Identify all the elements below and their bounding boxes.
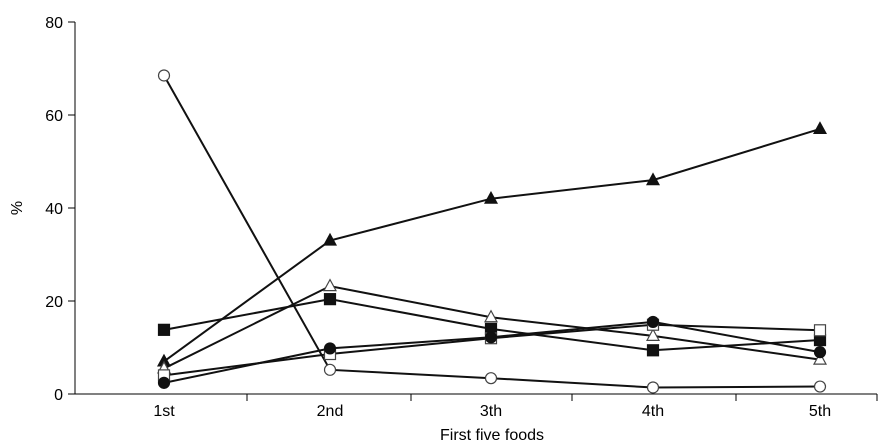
data-point (483, 309, 499, 323)
y-ticks: 0 20 40 60 80 (45, 15, 75, 404)
markers-filled-triangle (156, 121, 828, 367)
series-group (156, 69, 828, 394)
y-axis-title: % (9, 201, 26, 215)
x-ticks: 1st 2nd 3th 4th 5th (153, 394, 878, 420)
y-tick-label: 0 (54, 387, 63, 404)
data-point (323, 342, 337, 355)
x-tick-label: 5th (809, 403, 831, 420)
data-point (484, 372, 498, 385)
markers-open-circle (157, 69, 827, 394)
markers-filled-circle (157, 315, 827, 389)
data-point (157, 376, 171, 389)
data-point (157, 69, 171, 82)
data-point (646, 344, 660, 357)
data-point (322, 278, 338, 292)
data-point (813, 380, 827, 393)
data-point (645, 328, 661, 341)
y-tick-label: 80 (45, 15, 63, 32)
y-tick-label: 60 (45, 108, 63, 125)
data-point (323, 363, 337, 376)
data-point (813, 346, 827, 359)
data-point (323, 293, 337, 306)
data-point (813, 324, 827, 337)
x-tick-label: 1st (153, 403, 175, 420)
data-point (645, 172, 661, 186)
x-tick-label: 4th (642, 403, 664, 420)
x-tick-label: 3th (480, 403, 502, 420)
y-tick-label: 40 (45, 201, 63, 218)
markers-filled-square (157, 293, 827, 357)
data-point (157, 323, 171, 336)
data-point (483, 190, 499, 204)
data-point (812, 121, 828, 135)
x-axis: 1st 2nd 3th 4th 5th (75, 393, 878, 420)
data-point (322, 232, 338, 246)
data-point (812, 351, 828, 365)
y-axis: 0 20 40 60 80 (45, 15, 76, 404)
y-tick-label: 20 (45, 294, 63, 311)
x-tick-label: 2nd (317, 403, 344, 420)
data-point (484, 331, 498, 344)
x-axis-title: First five foods (440, 427, 544, 444)
data-point (646, 381, 660, 394)
data-point (646, 315, 660, 329)
